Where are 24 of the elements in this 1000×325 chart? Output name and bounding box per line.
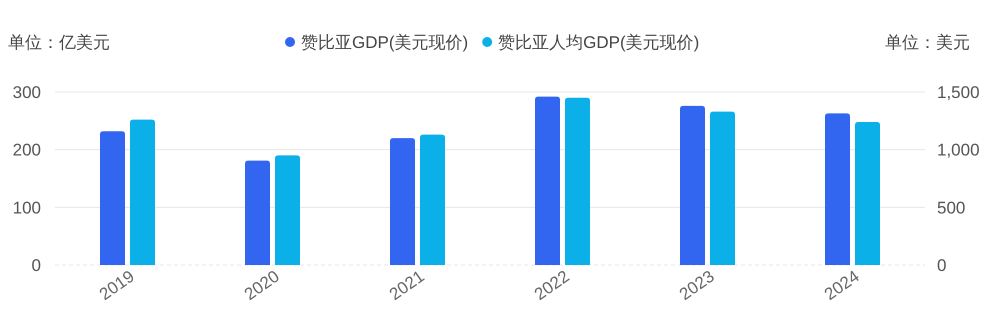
bar: [855, 122, 880, 265]
y2-tick-label: 1,000: [937, 140, 980, 160]
bar: [130, 120, 155, 265]
bar: [275, 155, 300, 265]
bar: [245, 160, 270, 265]
bar: [680, 106, 705, 265]
y2-tick-label: 500: [937, 198, 966, 218]
bar: [825, 113, 850, 265]
y2-tick-label: 1,500: [937, 83, 980, 102]
bar: [420, 134, 445, 265]
y-tick-label: 0: [32, 256, 41, 275]
bar: [100, 131, 125, 265]
bar: [565, 98, 590, 265]
y-tick-label: 300: [12, 83, 41, 102]
bar: [390, 138, 415, 265]
legend-label: 赞比亚GDP(美元现价): [301, 33, 468, 52]
legend-label: 赞比亚人均GDP(美元现价): [498, 33, 700, 52]
y-tick-label: 100: [12, 198, 41, 218]
bar: [535, 96, 560, 265]
y-axis-title: 单位：亿美元: [8, 33, 110, 52]
bar: [710, 112, 735, 265]
y2-tick-label: 0: [937, 256, 946, 275]
y2-axis-title: 单位：美元: [885, 33, 970, 52]
y-tick-label: 200: [12, 140, 41, 160]
